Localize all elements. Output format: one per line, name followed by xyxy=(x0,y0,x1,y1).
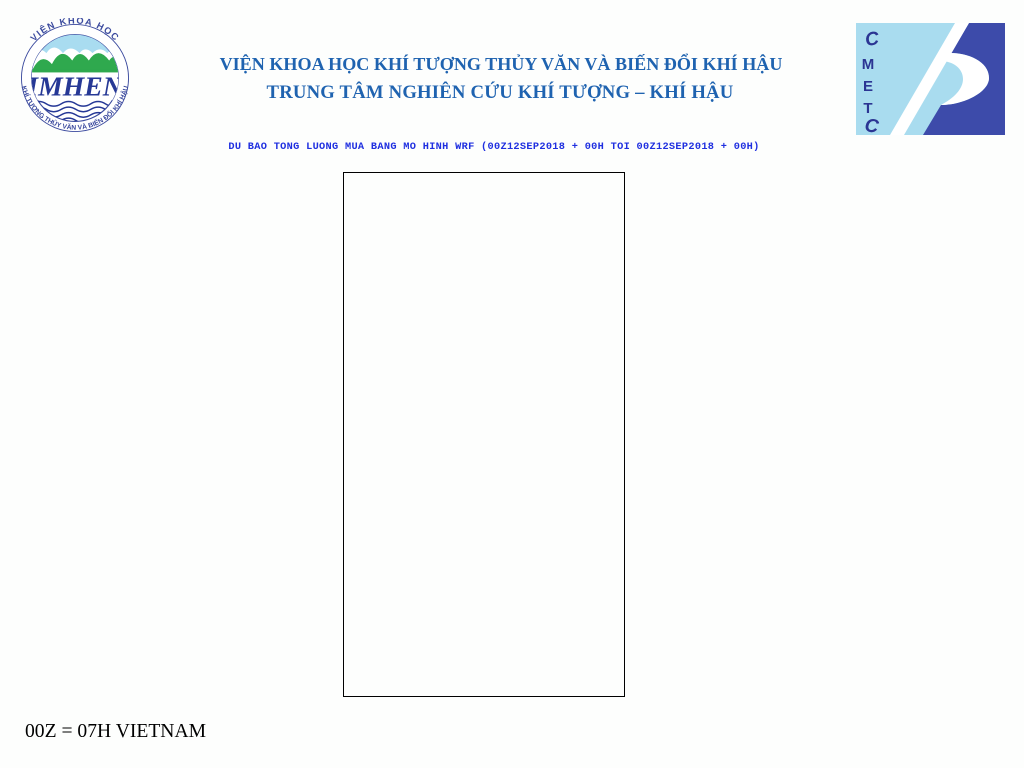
svg-text:M: M xyxy=(862,56,875,73)
svg-text:IMHEN: IMHEN xyxy=(26,71,123,102)
svg-text:C: C xyxy=(863,115,880,135)
svg-text:E: E xyxy=(863,78,873,95)
